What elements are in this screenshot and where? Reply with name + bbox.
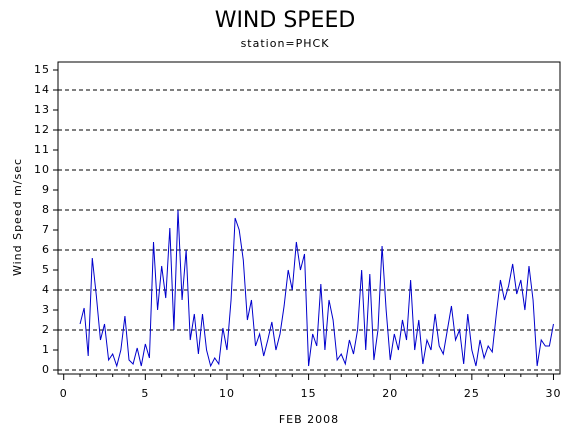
y-tick-label: 10 — [34, 163, 50, 176]
y-tick-label: 11 — [34, 143, 50, 156]
x-tick-label: 20 — [382, 387, 398, 400]
y-axis-label: Wind Speed m/sec — [11, 158, 24, 276]
data-line — [79, 209, 554, 368]
y-tick-label: 15 — [34, 63, 50, 76]
y-tick-label: 2 — [42, 323, 50, 336]
y-tick-label: 5 — [42, 263, 50, 276]
y-tick-label: 1 — [42, 343, 50, 356]
y-tick-label: 12 — [34, 123, 50, 136]
chart-subtitle: station=PHCK — [241, 37, 330, 50]
y-tick-label: 6 — [42, 243, 50, 256]
y-tick-label: 3 — [42, 303, 50, 316]
x-axis-label: FEB 2008 — [279, 413, 339, 426]
y-tick-label: 0 — [42, 363, 50, 376]
plot-frame — [57, 61, 561, 375]
x-tick-label: 0 — [60, 387, 68, 400]
x-tick-label: 15 — [301, 387, 317, 400]
y-tick-label: 8 — [42, 203, 50, 216]
x-tick-label: 25 — [464, 387, 480, 400]
y-tick-label: 9 — [42, 183, 50, 196]
x-tick-label: 10 — [219, 387, 235, 400]
y-tick-label: 13 — [34, 103, 50, 116]
y-tick-label: 4 — [42, 283, 50, 296]
y-tick-label: 14 — [34, 83, 50, 96]
chart-title: WIND SPEED — [215, 8, 356, 33]
y-tick-label: 7 — [42, 223, 50, 236]
x-tick-label: 30 — [545, 387, 561, 400]
x-tick-label: 5 — [141, 387, 149, 400]
